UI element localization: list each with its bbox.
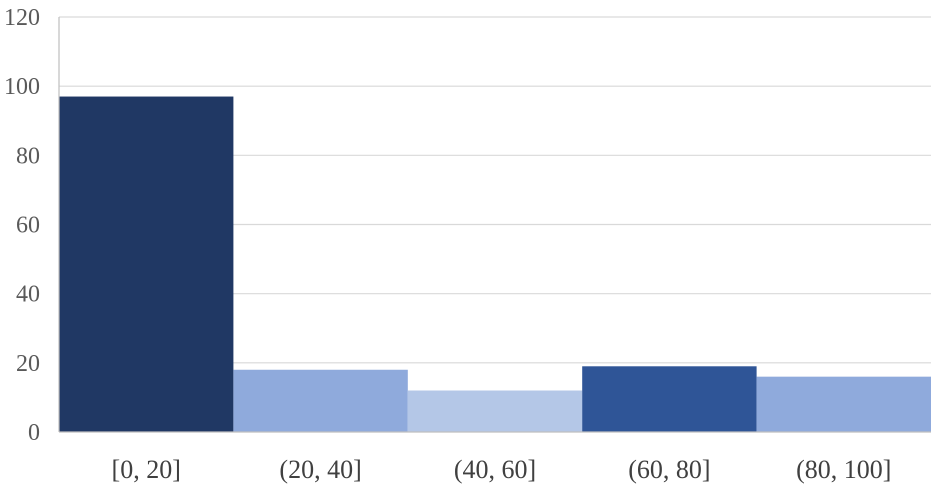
y-tick-label: 0	[28, 420, 40, 446]
bar-2	[407, 390, 583, 432]
x-tick-labels: [0, 20] (20, 40] (40, 60] (60, 80] (80, 100]	[112, 455, 892, 484]
y-tick-label: 100	[4, 74, 40, 100]
x-tick-label: (20, 40]	[279, 455, 361, 484]
x-tick-label: (60, 80]	[628, 455, 710, 484]
bar-4	[756, 376, 931, 432]
axes	[58, 17, 931, 433]
y-tick-label: 40	[16, 282, 40, 308]
x-tick-label: (80, 100]	[796, 455, 891, 484]
y-tick-label: 80	[16, 143, 40, 169]
bar-0	[59, 96, 234, 433]
bar-1	[233, 369, 408, 432]
y-tick-label: 120	[4, 5, 40, 31]
x-tick-label: [0, 20]	[112, 455, 181, 484]
bar-3	[582, 366, 757, 432]
y-tick-labels: 0 20 40 60 80 100 120	[4, 5, 40, 446]
y-tick-label: 60	[16, 213, 40, 239]
x-tick-label: (40, 60]	[454, 455, 536, 484]
bars	[59, 96, 931, 433]
y-tick-label: 20	[16, 351, 40, 377]
